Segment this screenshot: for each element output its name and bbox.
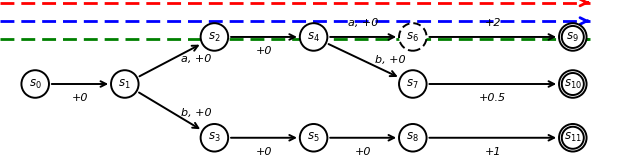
Text: +0: +0	[355, 147, 371, 157]
Text: $s_{9}$: $s_{9}$	[566, 30, 579, 44]
Ellipse shape	[559, 124, 587, 152]
Text: $s_{0}$: $s_{0}$	[29, 77, 42, 91]
Text: +2: +2	[484, 18, 501, 28]
Text: $s_{6}$: $s_{6}$	[406, 30, 419, 44]
Ellipse shape	[111, 70, 139, 98]
Ellipse shape	[200, 23, 228, 51]
Ellipse shape	[399, 124, 427, 152]
Text: $s_{5}$: $s_{5}$	[307, 131, 320, 144]
Text: $s_{11}$: $s_{11}$	[564, 131, 582, 144]
Text: $s_{4}$: $s_{4}$	[307, 30, 320, 44]
Ellipse shape	[200, 124, 228, 152]
Ellipse shape	[559, 70, 587, 98]
Ellipse shape	[300, 23, 328, 51]
Ellipse shape	[399, 23, 427, 51]
Text: +0: +0	[72, 93, 88, 103]
Text: b, +0: b, +0	[181, 108, 212, 118]
Ellipse shape	[21, 70, 49, 98]
Text: $s_{8}$: $s_{8}$	[406, 131, 419, 144]
Ellipse shape	[399, 70, 427, 98]
Text: +0.5: +0.5	[479, 93, 506, 103]
Text: $s_{3}$: $s_{3}$	[208, 131, 221, 144]
Text: $s_{7}$: $s_{7}$	[406, 77, 419, 91]
Text: +1: +1	[484, 147, 501, 157]
Text: a, +0: a, +0	[181, 54, 211, 64]
Text: +0: +0	[256, 46, 272, 56]
Text: $s_{1}$: $s_{1}$	[118, 77, 131, 91]
Ellipse shape	[559, 23, 587, 51]
Text: $s_{10}$: $s_{10}$	[564, 77, 582, 91]
Ellipse shape	[300, 124, 328, 152]
Text: a, +0: a, +0	[348, 18, 378, 28]
Text: b, +0: b, +0	[375, 55, 405, 66]
Text: +0: +0	[256, 147, 272, 157]
Text: $s_{2}$: $s_{2}$	[208, 30, 221, 44]
